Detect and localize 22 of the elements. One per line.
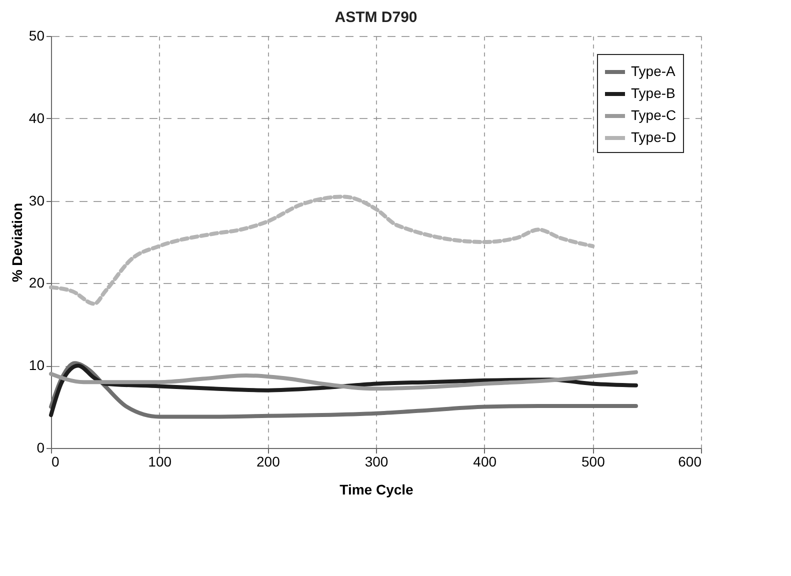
y-axis-title: % Deviation — [8, 202, 25, 282]
x-tick-label: 500 — [581, 454, 606, 470]
x-tick-label: 0 — [52, 454, 60, 470]
x-tick-label: 300 — [364, 454, 388, 470]
x-tick-label: 400 — [473, 454, 497, 470]
legend-label: Type-B — [631, 85, 676, 101]
chart-title: ASTM D790 — [334, 9, 418, 26]
x-axis-title: Time Cycle — [340, 482, 414, 498]
line-series — [49, 194, 595, 306]
y-tick-label: 30 — [28, 192, 45, 208]
legend-label: Type-A — [631, 63, 676, 79]
y-tick-label: 40 — [28, 110, 45, 126]
y-tick-label: 10 — [28, 357, 45, 374]
legend-label: Type-D — [631, 129, 676, 145]
x-tick-label: 200 — [256, 454, 280, 470]
legend-label: Type-C — [631, 107, 676, 123]
x-tick-label: 600 — [678, 454, 702, 470]
line-series — [49, 370, 638, 391]
x-tick-label: 100 — [148, 454, 172, 470]
y-tick-label: 50 — [28, 28, 45, 44]
y-tick-label: 0 — [36, 440, 45, 456]
y-tick-label: 20 — [28, 274, 45, 291]
